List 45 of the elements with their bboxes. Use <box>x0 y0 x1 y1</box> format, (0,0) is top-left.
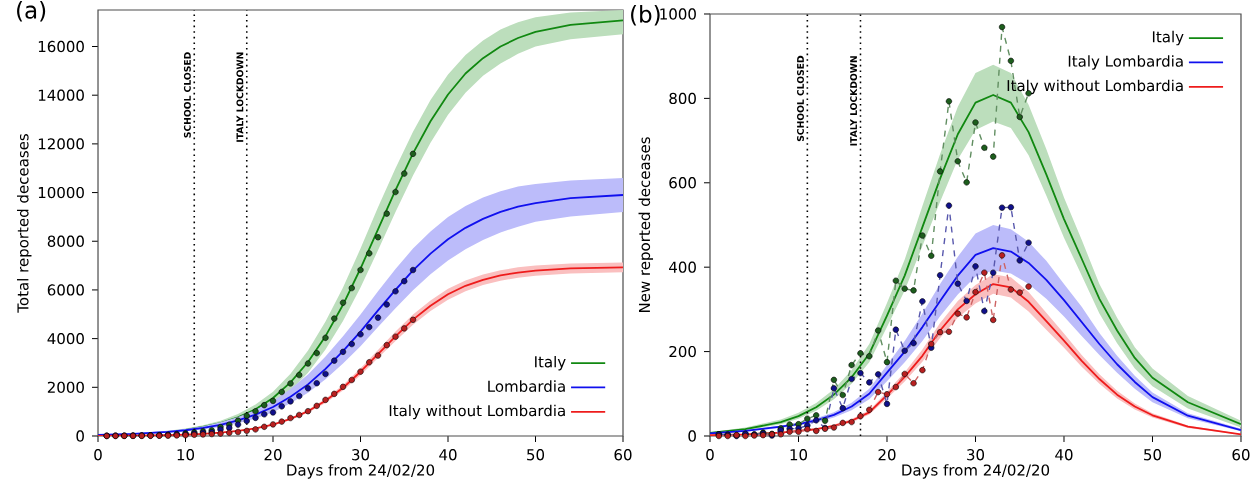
y-tick-label: 2000 <box>47 381 84 393</box>
ref-line-label: ITALY LOCKDOWN <box>236 52 244 142</box>
y-tick-label: 4000 <box>47 332 84 345</box>
x-tick-label: 0 <box>706 449 714 461</box>
y-tick-label: 800 <box>669 92 696 105</box>
legend-label: Italy Lombardia <box>1068 55 1183 70</box>
ref-line-label: SCHOOL CLOSED <box>183 52 191 138</box>
x-tick-label: 10 <box>177 449 195 461</box>
x-axis-title: Days from 24/02/20 <box>902 464 1050 479</box>
x-tick-label: 0 <box>94 449 102 461</box>
y-tick-label: 10000 <box>38 186 84 199</box>
y-tick-label: 0 <box>688 430 696 442</box>
y-tick-label: 200 <box>669 345 696 358</box>
ref-line-label: SCHOOL CLOSED <box>797 55 804 142</box>
y-tick-label: 0 <box>76 430 84 442</box>
x-tick-label: 40 <box>1055 449 1073 461</box>
y-tick-label: 12000 <box>38 138 84 150</box>
x-tick-label: 20 <box>264 449 282 461</box>
x-tick-label: 50 <box>1144 449 1162 461</box>
x-axis-title: Days from 24/02/20 <box>287 464 435 479</box>
y-tick-label: 6000 <box>47 284 84 296</box>
y-tick-label: 1000 <box>660 8 696 20</box>
y-axis-title: Total reported deceases <box>16 134 32 313</box>
x-tick-label: 60 <box>1232 449 1250 461</box>
x-tick-label: 40 <box>439 449 457 461</box>
x-tick-label: 10 <box>790 449 808 461</box>
y-axis-title: New reported deceases <box>638 137 654 313</box>
legend-label: Italy without Lombardia <box>1007 79 1183 95</box>
x-tick-label: 20 <box>878 449 896 461</box>
y-tick-label: 8000 <box>47 235 84 247</box>
legend-label: Italy without Lombardia <box>389 404 565 420</box>
chart-title: (a) <box>17 1 46 22</box>
x-tick-label: 50 <box>527 449 545 461</box>
ref-line-label: ITALY LOCKDOWN <box>850 56 858 146</box>
y-tick-label: 14000 <box>38 89 84 101</box>
x-tick-label: 30 <box>967 449 985 461</box>
y-tick-label: 16000 <box>38 40 84 53</box>
chart-title: (b) <box>631 5 660 26</box>
legend-label: Lombardia <box>488 380 565 392</box>
x-tick-label: 30 <box>352 449 370 461</box>
y-tick-label: 600 <box>669 177 696 189</box>
legend-label: Italy <box>535 355 566 371</box>
x-tick-label: 60 <box>614 449 632 461</box>
y-tick-label: 400 <box>669 261 696 273</box>
legend-label: Italy <box>1152 30 1184 46</box>
